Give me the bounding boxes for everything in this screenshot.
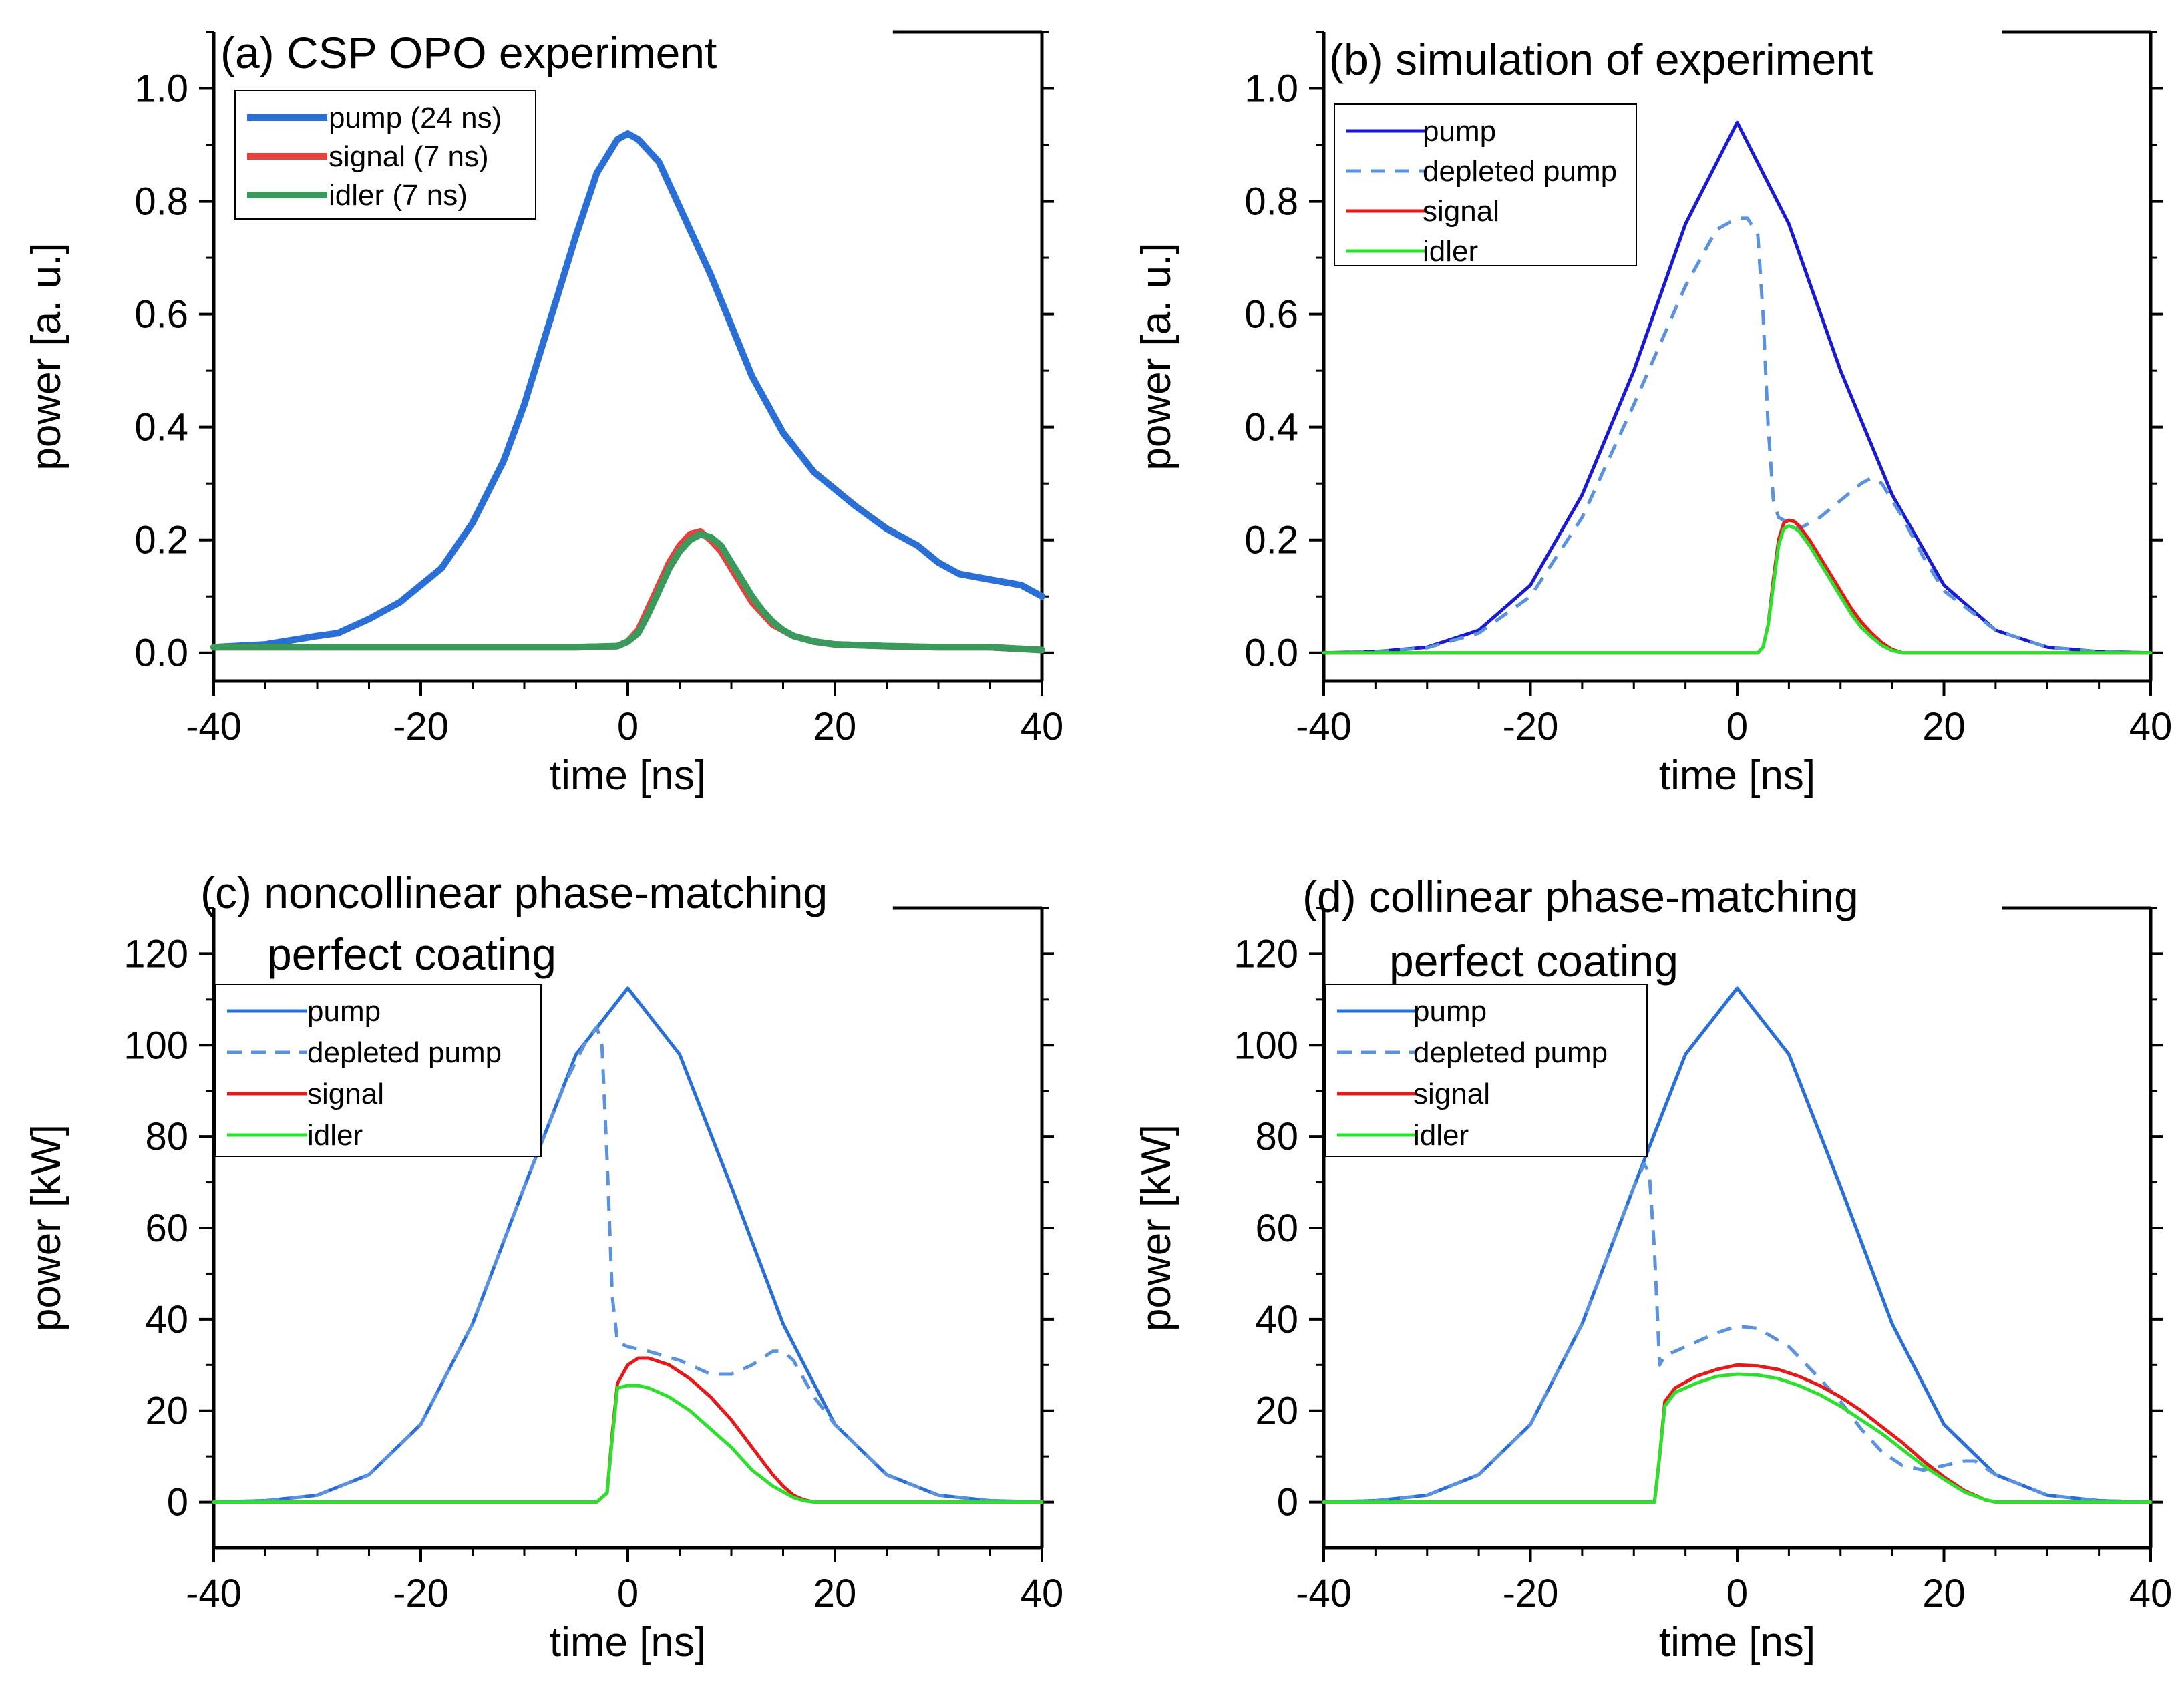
- y-tick-label: 0.6: [1244, 293, 1298, 337]
- legend-entry: depleted pump: [1413, 1036, 1608, 1069]
- y-tick-label: 0.2: [134, 519, 188, 562]
- legend-box: [214, 984, 542, 1157]
- legend-entry: signal: [307, 1078, 384, 1110]
- panel-subtitle: perfect coating: [267, 929, 556, 979]
- series-signal: [1322, 518, 2153, 655]
- y-tick-label: 40: [1255, 1298, 1298, 1341]
- legend-entry: signal: [1423, 195, 1499, 228]
- y-tick-label: 40: [145, 1298, 188, 1341]
- x-tick-label: -20: [393, 705, 449, 749]
- series-depleted-pump: [1323, 216, 2151, 655]
- y-tick-label: 80: [145, 1115, 188, 1158]
- y-tick-label: 0.8: [1244, 180, 1298, 224]
- x-axis-title: time [ns]: [1659, 753, 1815, 799]
- y-tick-label: 0.6: [134, 293, 188, 337]
- x-tick-label: 0: [1726, 1572, 1748, 1615]
- y-tick-label: 0.4: [1244, 406, 1298, 449]
- legend-entry: pump: [1413, 995, 1487, 1028]
- y-tick-label: 0.0: [1244, 632, 1298, 675]
- x-tick-label: -40: [186, 1572, 242, 1615]
- x-tick-label: -20: [393, 1572, 449, 1615]
- y-axis-title: power [kW]: [23, 1124, 69, 1331]
- panel-subtitle: perfect coating: [1389, 936, 1678, 986]
- y-tick-label: 60: [1255, 1207, 1298, 1250]
- x-tick-label: -40: [186, 705, 242, 749]
- series-idler: [1322, 1372, 2153, 1504]
- legend-entry: depleted pump: [307, 1036, 502, 1069]
- x-tick-label: 0: [1726, 705, 1748, 749]
- series-depleted-pump: [213, 1025, 1043, 1504]
- x-tick-label: -20: [1503, 705, 1559, 749]
- y-tick-label: 0.8: [134, 180, 188, 224]
- series-depleted-pump: [1323, 1162, 2151, 1504]
- y-tick-label: 60: [145, 1207, 188, 1250]
- y-tick-label: 120: [124, 932, 188, 976]
- panel-title: (c) noncollinear phase-matching: [200, 868, 828, 917]
- x-axis-title: time [ns]: [550, 753, 706, 799]
- y-tick-label: 80: [1255, 1115, 1298, 1158]
- legend-entry: pump: [1423, 115, 1496, 148]
- panel-title: (d) collinear phase-matching: [1302, 872, 1859, 921]
- x-tick-label: 20: [1922, 705, 1966, 749]
- x-axis-title: time [ns]: [550, 1619, 706, 1665]
- x-axis-title: time [ns]: [1659, 1619, 1815, 1665]
- series-signal: [212, 1356, 1044, 1504]
- series-idler: [212, 1384, 1044, 1504]
- panel-title: (b) simulation of experiment: [1329, 35, 1873, 84]
- y-tick-label: 100: [124, 1024, 188, 1067]
- x-tick-label: 20: [1922, 1572, 1966, 1615]
- y-axis-title: power [kW]: [1133, 1124, 1179, 1331]
- x-tick-label: -20: [1503, 1572, 1559, 1615]
- legend-entry: signal: [1413, 1078, 1490, 1110]
- x-tick-label: 40: [1021, 705, 1064, 749]
- y-tick-label: 120: [1234, 932, 1298, 976]
- legend-entry: idler: [1413, 1119, 1469, 1152]
- legend-entry: pump: [307, 995, 381, 1028]
- panel-c: -40 -20 0 20 40 0 20 40 60 80 100 120 time [ns] power…: [23, 868, 1063, 1665]
- x-tick-label: -40: [1296, 1572, 1352, 1615]
- legend-box: [1324, 984, 1648, 1157]
- legend: pump (24 ns) signal (7 ns) idler (7 ns): [234, 90, 536, 220]
- y-axis-title: power [a. u.]: [23, 242, 69, 470]
- legend-entry: depleted pump: [1423, 155, 1617, 188]
- legend-entry: idler: [1423, 235, 1478, 268]
- x-tick-label: 40: [2129, 1572, 2173, 1615]
- y-axis-title: power [a. u.]: [1133, 242, 1179, 470]
- y-tick-label: 0.0: [134, 632, 188, 675]
- series-idler-7-ns: [210, 531, 1045, 654]
- legend: pump depleted pump signal idler: [1334, 103, 1637, 268]
- y-tick-label: 1.0: [134, 67, 188, 111]
- x-tick-label: 0: [617, 1572, 639, 1615]
- y-tick-label: 0: [1277, 1481, 1298, 1524]
- legend: pump depleted pump signal idler: [214, 984, 542, 1157]
- y-tick-label: 0.4: [134, 406, 188, 449]
- series-idler: [1322, 524, 2153, 655]
- y-tick-label: 20: [145, 1390, 188, 1433]
- x-tick-label: 0: [617, 705, 639, 749]
- panel-b: -40 -20 0 20 40 0.0 0.2 0.4 0.6 0.8 1.0 time [ns] po…: [1133, 30, 2173, 799]
- x-tick-label: -40: [1296, 705, 1352, 749]
- series-pump-24-ns: [210, 130, 1045, 651]
- y-tick-label: 1.0: [1244, 67, 1298, 111]
- y-tick-label: 0: [167, 1481, 188, 1524]
- y-tick-label: 20: [1255, 1390, 1298, 1433]
- legend-entry: idler: [307, 1119, 363, 1152]
- legend-entry: signal (7 ns): [329, 140, 489, 173]
- legend-entry: idler (7 ns): [329, 179, 468, 212]
- x-tick-label: 20: [813, 1572, 857, 1615]
- x-tick-label: 40: [2129, 705, 2173, 749]
- series-signal: [1322, 1363, 2153, 1504]
- legend: pump depleted pump signal idler: [1324, 984, 1648, 1157]
- panel-d: -40 -20 0 20 40 0 20 40 60 80 100 120 time [ns] power…: [1133, 872, 2172, 1665]
- y-tick-label: 100: [1234, 1024, 1298, 1067]
- panel-title: (a) CSP OPO experiment: [220, 28, 717, 77]
- legend-entry: pump (24 ns): [329, 101, 502, 134]
- x-tick-label: 20: [813, 705, 857, 749]
- y-tick-label: 0.2: [1244, 519, 1298, 562]
- x-tick-label: 40: [1021, 1572, 1064, 1615]
- panel-a: -40 -20 0 20 40 0.0 0.2 0.4 0.6 0.8 1.0 time [ns] po…: [23, 28, 1063, 799]
